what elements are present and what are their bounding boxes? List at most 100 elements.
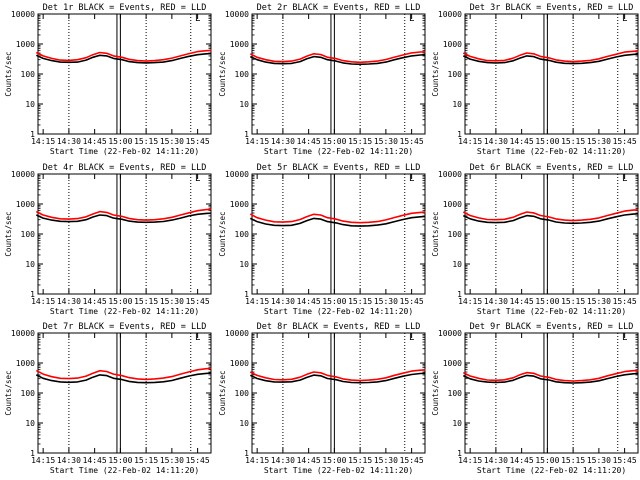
- lld-series-line: [249, 51, 426, 64]
- plot-frame: [251, 13, 426, 135]
- x-tick-label: 14:45: [510, 297, 534, 306]
- x-tick-label: 14:45: [297, 297, 321, 306]
- x-tick-label: 15:45: [613, 297, 637, 306]
- x-axis-label: Start Time (22-Feb-02 14:11:20): [50, 307, 199, 316]
- y-tick-label: 10: [25, 260, 35, 269]
- panel-title: Det 3r BLACK = Events, RED = LLD: [470, 3, 634, 13]
- y-tick-label: 10000: [225, 329, 249, 338]
- y-tick-label: 100: [21, 70, 36, 79]
- x-tick-label: 15:30: [374, 137, 398, 146]
- y-tick-label: 10: [25, 419, 35, 428]
- x-tick-label: 15:30: [587, 456, 611, 465]
- y-tick-label: 100: [21, 230, 36, 239]
- x-tick-label: 14:45: [510, 456, 534, 465]
- events-series-line: [462, 372, 639, 384]
- x-tick-label: 15:45: [186, 297, 210, 306]
- y-tick-label: 10000: [225, 10, 249, 19]
- x-tick-label: 15:00: [108, 137, 132, 146]
- x-tick-label: 14:15: [458, 456, 482, 465]
- y-tick-label: 1000: [443, 40, 462, 49]
- x-tick-label: 14:30: [271, 137, 295, 146]
- y-tick-label: 1: [30, 449, 35, 458]
- x-tick-label: 15:15: [561, 297, 585, 306]
- x-tick-label: 15:30: [374, 456, 398, 465]
- x-tick-label: 15:00: [108, 297, 132, 306]
- y-tick-label: 1000: [16, 40, 35, 49]
- x-tick-label: 14:30: [484, 456, 508, 465]
- x-tick-label: 14:30: [484, 297, 508, 306]
- y-axis-label: Counts/sec: [218, 51, 227, 96]
- plot-frame: [37, 173, 212, 295]
- lld-series-line: [249, 211, 426, 224]
- detector-panel: Det 8r BLACK = Events, RED = LLDL1101001…: [218, 322, 426, 475]
- x-tick-label: 15:45: [400, 456, 424, 465]
- y-tick-label: 1: [244, 130, 249, 139]
- y-tick-label: 10: [452, 100, 462, 109]
- x-tick-label: 15:00: [322, 137, 346, 146]
- x-axis-label: Start Time (22-Feb-02 14:11:20): [264, 466, 413, 475]
- y-tick-label: 1000: [443, 200, 462, 209]
- lld-series-line: [462, 209, 639, 222]
- y-tick-label: 10: [239, 100, 249, 109]
- x-tick-label: 14:15: [245, 297, 269, 306]
- lld-series-line: [35, 208, 212, 221]
- lld-series-line: [35, 49, 212, 62]
- y-axis-label: Counts/sec: [4, 51, 13, 96]
- x-axis-label: Start Time (22-Feb-02 14:11:20): [50, 466, 199, 475]
- x-axis-label: Start Time (22-Feb-02 14:11:20): [477, 147, 626, 156]
- events-series-line: [249, 215, 426, 227]
- detector-panel: Det 4r BLACK = Events, RED = LLDL1101001…: [4, 163, 212, 316]
- events-series-line: [249, 53, 426, 66]
- x-tick-label: 15:00: [108, 456, 132, 465]
- y-axis-label: Counts/sec: [218, 211, 227, 256]
- y-tick-label: 10000: [438, 10, 462, 19]
- x-tick-label: 14:15: [31, 456, 55, 465]
- detector-panel: Det 1r BLACK = Events, RED = LLDL1101001…: [4, 3, 212, 156]
- y-axis-label: Counts/sec: [431, 51, 440, 96]
- x-tick-label: 14:30: [271, 456, 295, 465]
- y-tick-label: 1000: [230, 40, 249, 49]
- x-tick-label: 15:15: [348, 456, 372, 465]
- events-series-line: [462, 53, 639, 65]
- lld-series-line: [462, 369, 639, 382]
- detector-panel: Det 7r BLACK = Events, RED = LLDL1101001…: [4, 322, 212, 475]
- plot-frame: [251, 173, 426, 295]
- x-tick-label: 14:15: [458, 297, 482, 306]
- y-tick-label: 1000: [16, 200, 35, 209]
- x-tick-label: 15:45: [186, 456, 210, 465]
- detector-panel: Det 9r BLACK = Events, RED = LLDL1101001…: [431, 322, 639, 475]
- y-axis-label: Counts/sec: [431, 370, 440, 415]
- x-axis-label: Start Time (22-Feb-02 14:11:20): [50, 147, 199, 156]
- events-series-line: [35, 372, 212, 384]
- plot-frame: [464, 13, 639, 135]
- panel-title: Det 5r BLACK = Events, RED = LLD: [257, 163, 421, 173]
- x-tick-label: 14:45: [83, 456, 107, 465]
- y-tick-label: 1000: [16, 359, 35, 368]
- y-tick-label: 10: [452, 419, 462, 428]
- events-series-line: [249, 372, 426, 384]
- x-tick-label: 14:15: [245, 137, 269, 146]
- x-tick-label: 15:45: [186, 137, 210, 146]
- x-axis-label: Start Time (22-Feb-02 14:11:20): [264, 147, 413, 156]
- x-tick-label: 15:00: [535, 137, 559, 146]
- x-tick-label: 15:45: [613, 137, 637, 146]
- lld-series-line: [249, 369, 426, 382]
- x-axis-label: Start Time (22-Feb-02 14:11:20): [477, 466, 626, 475]
- panel-title: Det 6r BLACK = Events, RED = LLD: [470, 163, 634, 173]
- detector-panel: Det 5r BLACK = Events, RED = LLDL1101001…: [218, 163, 426, 316]
- x-axis-label: Start Time (22-Feb-02 14:11:20): [264, 307, 413, 316]
- y-tick-label: 100: [235, 230, 250, 239]
- panel-title: Det 9r BLACK = Events, RED = LLD: [470, 322, 634, 332]
- y-tick-label: 1: [30, 290, 35, 299]
- events-series-line: [35, 52, 212, 64]
- y-tick-label: 10000: [225, 170, 249, 179]
- lld-series-line: [35, 367, 212, 381]
- x-tick-label: 14:45: [297, 456, 321, 465]
- x-tick-label: 15:30: [587, 137, 611, 146]
- y-tick-label: 10: [239, 419, 249, 428]
- y-tick-label: 10000: [11, 329, 35, 338]
- y-tick-label: 100: [21, 389, 36, 398]
- x-tick-label: 15:30: [160, 456, 184, 465]
- y-axis-label: Counts/sec: [218, 370, 227, 415]
